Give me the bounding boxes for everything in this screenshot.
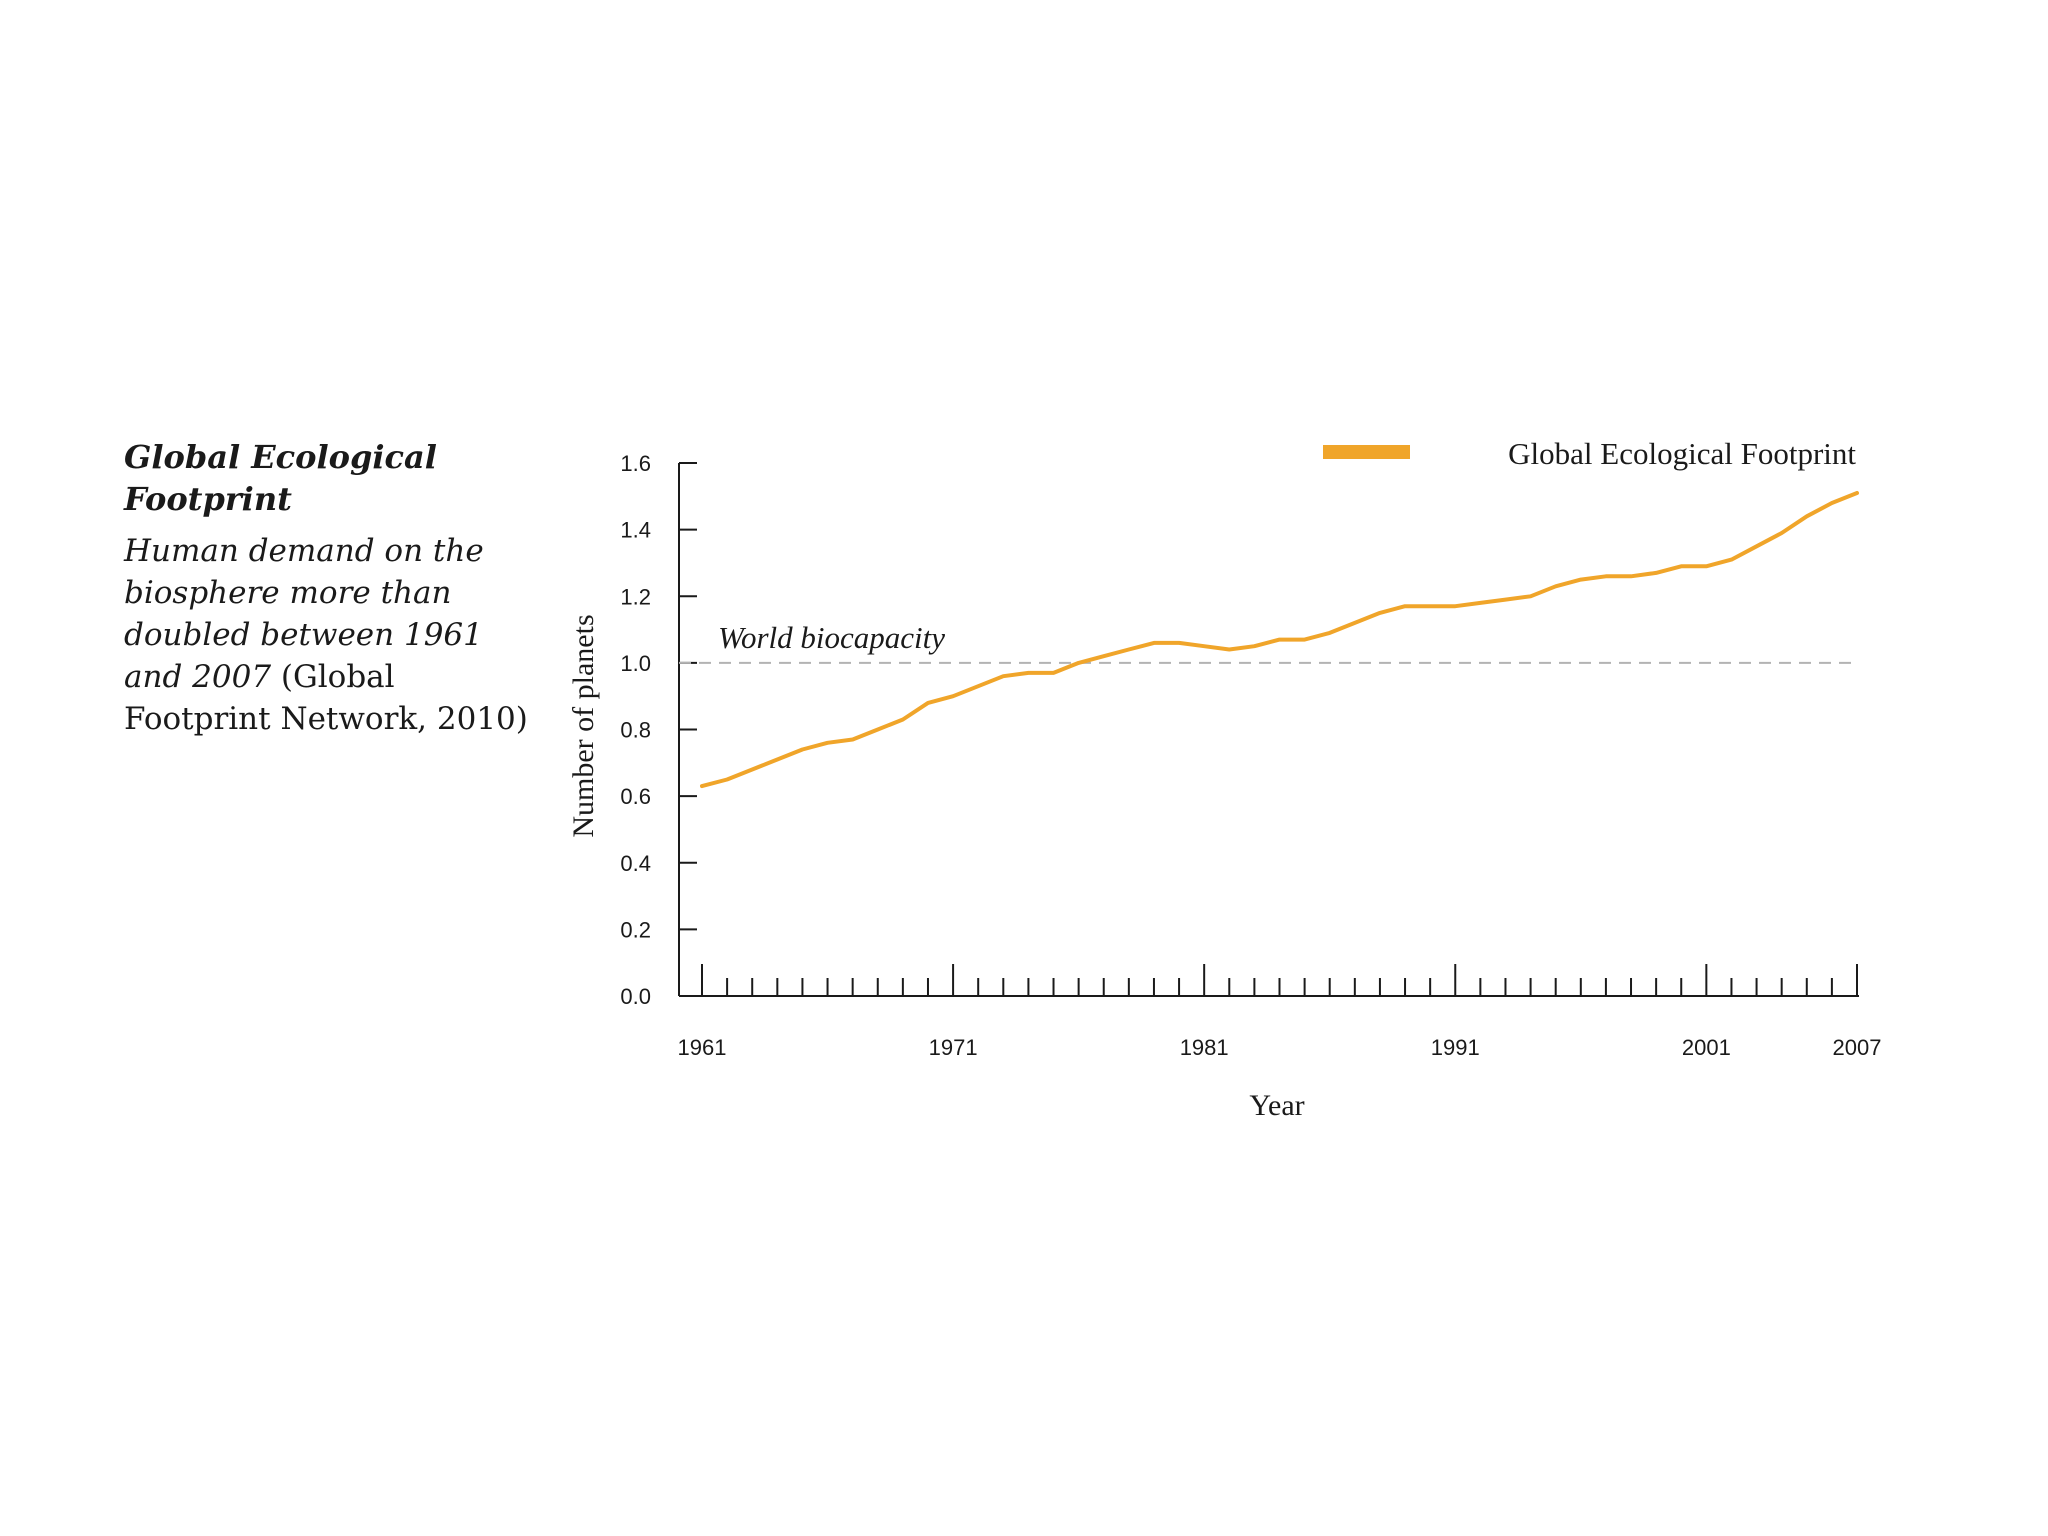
- x-tick-label-1991: 1991: [1431, 1035, 1480, 1060]
- y-tick-label-0.6: 0.6: [620, 784, 651, 809]
- data-point-1982: [1227, 648, 1231, 652]
- x-tick-label-2001: 2001: [1682, 1035, 1731, 1060]
- data-point-1964: [775, 757, 779, 761]
- data-point-1992: [1478, 601, 1482, 605]
- data-point-1961: [700, 784, 704, 788]
- y-tick-label-1.0: 1.0: [620, 651, 651, 676]
- x-axis-title: Year: [1249, 1089, 1304, 1122]
- data-point-1976: [1077, 661, 1081, 665]
- x-axis: 1961 1971 1981 1991 2001 2007: [678, 964, 1882, 1060]
- data-point-1985: [1303, 638, 1307, 642]
- y-tick-label-0.2: 0.2: [620, 917, 651, 942]
- y-axis-title: Number of planets: [567, 614, 600, 837]
- data-point-1970: [926, 701, 930, 705]
- data-point-1993: [1503, 598, 1507, 602]
- data-point-1962: [725, 777, 729, 781]
- data-point-1972: [976, 684, 980, 688]
- world-biocapacity-label: World biocapacity: [718, 620, 945, 655]
- data-point-1990: [1428, 604, 1432, 608]
- legend-label: Global Ecological Footprint: [1508, 436, 1856, 471]
- data-point-1994: [1529, 594, 1533, 598]
- data-point-2006: [1830, 501, 1834, 505]
- data-point-1974: [1026, 671, 1030, 675]
- y-tick-label-1.2: 1.2: [620, 584, 651, 609]
- data-point-1975: [1052, 671, 1056, 675]
- caption-source: (Global Footprint Network, 2010): [124, 659, 528, 737]
- y-tick-label-0.8: 0.8: [620, 718, 651, 743]
- chart-caption: Global Ecological Footprint Human demand…: [124, 436, 544, 740]
- data-point-2002: [1729, 558, 1733, 562]
- data-point-1980: [1177, 641, 1181, 645]
- data-point-1968: [876, 728, 880, 732]
- data-point-2004: [1780, 531, 1784, 535]
- y-tick-label-0.4: 0.4: [620, 851, 651, 876]
- x-tick-label-1961: 1961: [678, 1035, 727, 1060]
- data-point-1989: [1403, 604, 1407, 608]
- data-point-1978: [1127, 648, 1131, 652]
- data-point-1963: [750, 767, 754, 771]
- data-point-1995: [1554, 584, 1558, 588]
- data-point-2007: [1855, 491, 1859, 495]
- data-point-1984: [1278, 638, 1282, 642]
- data-point-1981: [1202, 644, 1206, 648]
- data-point-1967: [851, 737, 855, 741]
- data-point-1986: [1328, 631, 1332, 635]
- data-point-1966: [826, 741, 830, 745]
- data-point-2003: [1755, 544, 1759, 548]
- data-point-1969: [901, 718, 905, 722]
- caption-body: Human demand on the biosphere more than …: [124, 530, 544, 740]
- x-tick-label-1981: 1981: [1180, 1035, 1229, 1060]
- caption-title: Global Ecological Footprint: [124, 438, 437, 518]
- y-tick-label-1.4: 1.4: [620, 518, 651, 543]
- legend-swatch: [1323, 445, 1410, 459]
- data-point-1973: [1001, 674, 1005, 678]
- data-point-1971: [951, 694, 955, 698]
- y-tick-label-1.6: 1.6: [620, 451, 651, 476]
- y-tick-label-0.0: 0.0: [620, 984, 651, 1009]
- y-axis: 0.0 0.2 0.4 0.6 0.8 1.0 1.2 1.4 1.6: [620, 451, 697, 1009]
- data-point-2000: [1679, 564, 1683, 568]
- x-tick-label-1971: 1971: [929, 1035, 978, 1060]
- data-point-1979: [1152, 641, 1156, 645]
- data-point-1987: [1353, 621, 1357, 625]
- data-point-1965: [800, 747, 804, 751]
- data-point-2001: [1704, 564, 1708, 568]
- x-tick-label-2007: 2007: [1833, 1035, 1882, 1060]
- data-point-2005: [1805, 514, 1809, 518]
- data-point-1977: [1102, 654, 1106, 658]
- data-point-1996: [1579, 578, 1583, 582]
- data-point-1988: [1378, 611, 1382, 615]
- caption-body-italic: Human demand on the biosphere more than …: [124, 533, 484, 695]
- data-point-1999: [1654, 571, 1658, 575]
- data-point-1997: [1604, 574, 1608, 578]
- series-line-global-ecological-footprint: [700, 491, 1859, 789]
- data-point-1983: [1252, 644, 1256, 648]
- data-point-1998: [1629, 574, 1633, 578]
- data-point-1991: [1453, 604, 1457, 608]
